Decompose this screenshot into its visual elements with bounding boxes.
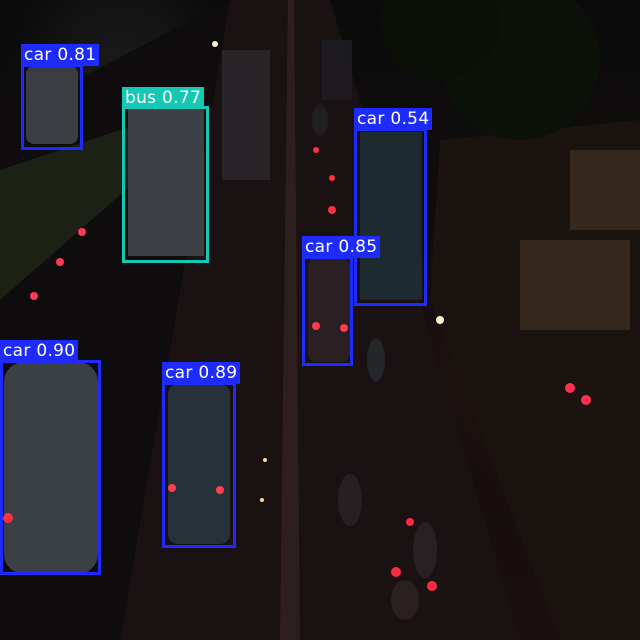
detection-label-car: car 0.90 — [0, 340, 79, 362]
motorcyclist — [413, 522, 437, 578]
street-light — [212, 41, 218, 47]
tail-light — [391, 567, 401, 577]
shop-light — [581, 395, 591, 405]
car-body — [26, 66, 78, 144]
detection-label-car: car 0.85 — [302, 236, 381, 258]
detection-box-car — [354, 128, 427, 306]
street-light — [436, 316, 444, 324]
car-body-4 — [168, 384, 230, 544]
tail-light — [329, 175, 335, 181]
detection-box-car — [21, 64, 83, 150]
tail-light — [406, 518, 414, 526]
motorcyclist — [367, 338, 385, 382]
truck-background — [222, 50, 270, 180]
tail-light — [168, 484, 176, 492]
motorcyclist — [338, 474, 362, 526]
bus-body-2 — [360, 132, 422, 300]
shop-sign-upper — [570, 150, 640, 230]
detection-box-car — [0, 360, 101, 575]
tree-canopy-2 — [380, 0, 500, 80]
left-barrier — [0, 120, 160, 300]
detection-label-bus: bus 0.77 — [122, 87, 205, 109]
motorcyclist — [312, 104, 328, 136]
tail-light — [3, 513, 13, 523]
barrier-light — [78, 228, 86, 236]
detection-label-car: car 0.54 — [354, 108, 433, 130]
tail-light — [328, 206, 336, 214]
tail-light — [216, 486, 224, 494]
barrier-light — [30, 292, 38, 300]
street-light — [263, 458, 267, 462]
tail-light — [340, 324, 348, 332]
tail-light — [427, 581, 437, 591]
detection-box-car — [302, 256, 353, 366]
shop-sign — [520, 240, 630, 330]
shop-light — [565, 383, 575, 393]
car-body-2 — [308, 258, 350, 362]
detection-box-car — [162, 382, 236, 548]
car-body-3 — [4, 362, 98, 574]
tail-light — [313, 147, 319, 153]
tail-light — [312, 322, 320, 330]
street-light — [260, 498, 264, 502]
vehicle-background — [322, 40, 352, 100]
motorcyclist — [391, 580, 419, 620]
barrier-light — [56, 258, 64, 266]
detection-label-car: car 0.81 — [21, 44, 100, 66]
bus-body — [128, 108, 204, 256]
detection-label-car: car 0.89 — [162, 362, 241, 384]
detection-box-bus — [122, 106, 209, 263]
lane-divider — [280, 0, 300, 640]
